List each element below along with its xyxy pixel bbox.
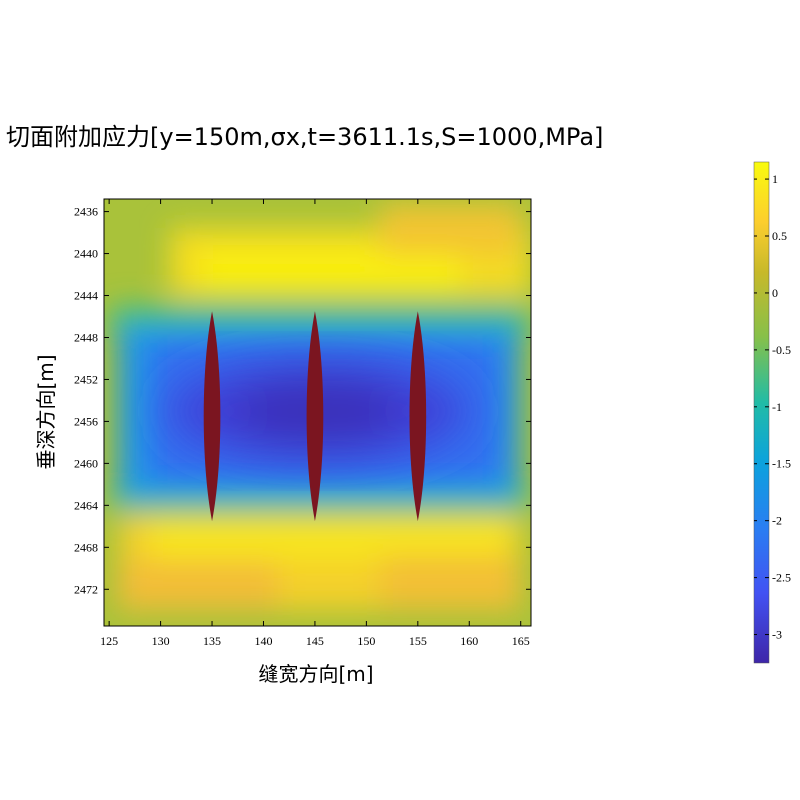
colorbar-tick-label: -2 bbox=[772, 514, 782, 528]
colorbar-tick-label: -3 bbox=[772, 628, 782, 642]
chart-title: 切面附加应力[y=150m,σx,t=3611.1s,S=1000,MPa] bbox=[6, 123, 603, 151]
colorbar-ticks: 1 0.5 0 -0.5 -1 -1.5 -2 -2.5 -3 bbox=[754, 172, 791, 642]
upper-high-band-core bbox=[200, 250, 460, 290]
colorbar-tick-label: -2.5 bbox=[772, 571, 791, 585]
y-tick-label: 2468 bbox=[74, 540, 98, 554]
y-tick-label: 2452 bbox=[74, 372, 98, 386]
x-tick-label: 165 bbox=[512, 634, 530, 648]
colorbar-tick-label: 1 bbox=[772, 172, 778, 186]
lower-right-warm bbox=[380, 555, 520, 610]
fracture-1 bbox=[203, 311, 221, 522]
lower-high-band-core bbox=[150, 520, 510, 560]
x-tick-label: 155 bbox=[409, 634, 427, 648]
colorbar-tick-label: -1.5 bbox=[772, 457, 791, 471]
y-tick-label: 2440 bbox=[74, 247, 98, 261]
x-axis: 125 130 135 140 145 150 155 160 165 bbox=[100, 199, 530, 648]
y-tick-label: 2444 bbox=[74, 289, 98, 303]
x-tick-label: 140 bbox=[254, 634, 272, 648]
y-tick-label: 2464 bbox=[74, 498, 98, 512]
fracture-3 bbox=[409, 311, 427, 522]
y-tick-label: 2472 bbox=[74, 582, 98, 596]
x-tick-label: 160 bbox=[460, 634, 478, 648]
x-tick-label: 125 bbox=[100, 634, 118, 648]
y-axis: 2436 2440 2444 2448 2452 2456 2460 2464 2468 2472 bbox=[74, 205, 531, 596]
x-tick-label: 130 bbox=[152, 634, 170, 648]
x-tick-label: 135 bbox=[203, 634, 221, 648]
lower-left-warm bbox=[118, 560, 278, 610]
colorbar-tick-label: -0.5 bbox=[772, 343, 791, 357]
y-tick-label: 2436 bbox=[74, 205, 98, 219]
x-axis-title: 缝宽方向[m] bbox=[258, 662, 373, 686]
y-axis-title: 垂深方向[m] bbox=[34, 354, 58, 469]
upper-right-warm bbox=[380, 205, 520, 255]
x-tick-label: 150 bbox=[357, 634, 375, 648]
fracture-2 bbox=[306, 311, 324, 522]
y-tick-label: 2448 bbox=[74, 330, 98, 344]
fracture-layer bbox=[203, 311, 427, 522]
colorbar-tick-label: 0.5 bbox=[772, 229, 787, 243]
heatmap-field bbox=[104, 199, 531, 626]
colorbar-tick-label: 0 bbox=[772, 286, 778, 300]
y-tick-label: 2460 bbox=[74, 456, 98, 470]
colorbar-tick-label: -1 bbox=[772, 400, 782, 414]
x-tick-label: 145 bbox=[306, 634, 324, 648]
colorbar bbox=[753, 161, 770, 664]
plot-frame bbox=[103, 198, 532, 627]
y-tick-label: 2456 bbox=[74, 414, 98, 428]
